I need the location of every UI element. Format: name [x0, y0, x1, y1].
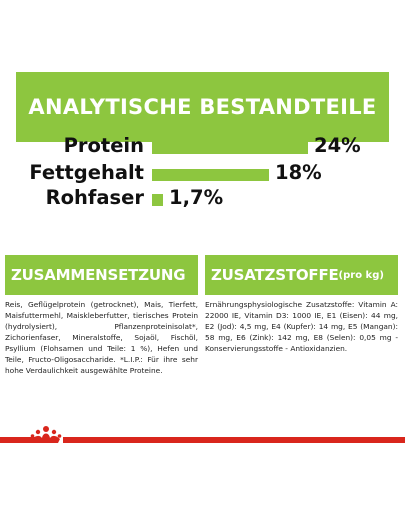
footer-rule-left	[0, 437, 38, 443]
footer-rule-right	[63, 437, 405, 443]
additives-text: Ernährungsphysiologische Zusatzstoffe: V…	[205, 300, 398, 353]
stat-bar-fat	[152, 169, 269, 181]
page-title: ANALYTISCHE BESTANDTEILE	[28, 95, 377, 119]
additives-header: ZUSATZSTOFFE (pro kg)	[205, 255, 398, 295]
composition-header: ZUSAMMENSETZUNG	[5, 255, 198, 295]
composition-title: ZUSAMMENSETZUNG	[11, 266, 186, 284]
stat-label-protein: Protein	[63, 134, 144, 157]
nutrient-stats: Protein 24% Fettgehalt 18% Rohfaser 1,7%	[0, 128, 405, 218]
additives-title-suffix: (pro kg)	[338, 269, 384, 281]
stat-bar-protein	[152, 142, 308, 154]
stat-label-fat: Fettgehalt	[29, 161, 144, 184]
title-banner: ANALYTISCHE BESTANDTEILE	[16, 72, 389, 142]
stat-bar-fiber	[152, 194, 164, 206]
stat-value-fiber: 1,7%	[169, 186, 224, 209]
additives-title: ZUSATZSTOFFE	[211, 266, 339, 284]
composition-text: Reis, Geflügelprotein (getrocknet), Mais…	[5, 300, 198, 375]
stat-value-protein: 24%	[314, 134, 361, 157]
crown-icon	[30, 426, 62, 443]
stat-value-fat: 18%	[275, 161, 322, 184]
stat-label-fiber: Rohfaser	[45, 186, 144, 209]
